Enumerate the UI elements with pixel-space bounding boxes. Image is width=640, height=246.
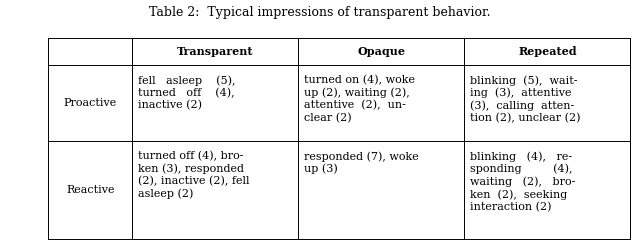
Text: Reactive: Reactive [66,185,115,195]
Text: Repeated: Repeated [518,46,577,57]
Text: blinking  (5),  wait-
ing  (3),  attentive
(3),  calling  atten-
tion (2), uncle: blinking (5), wait- ing (3), attentive (… [470,75,580,123]
Text: fell   asleep    (5),
turned   off    (4),
inactive (2): fell asleep (5), turned off (4), inactiv… [138,75,235,110]
Text: Table 2:  Typical impressions of transparent behavior.: Table 2: Typical impressions of transpar… [149,6,491,19]
Text: Proactive: Proactive [63,98,117,108]
Text: Transparent: Transparent [177,46,253,57]
Text: Opaque: Opaque [357,46,405,57]
Text: turned off (4), bro-
ken (3), responded
(2), inactive (2), fell
asleep (2): turned off (4), bro- ken (3), responded … [138,151,249,200]
Text: responded (7), woke
up (3): responded (7), woke up (3) [303,151,419,174]
Text: turned on (4), woke
up (2), waiting (2),
attentive  (2),  un-
clear (2): turned on (4), woke up (2), waiting (2),… [303,75,415,123]
Text: blinking   (4),   re-
sponding         (4),
waiting   (2),   bro-
ken  (2),  see: blinking (4), re- sponding (4), waiting … [470,151,575,212]
